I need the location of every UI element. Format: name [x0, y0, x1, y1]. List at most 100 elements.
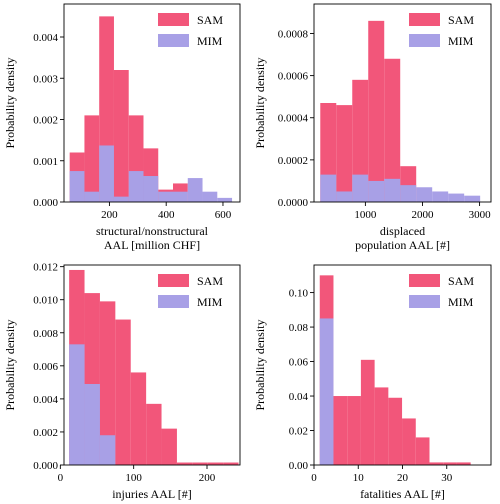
legend-label-mim: MIM	[197, 34, 223, 48]
mim-bar	[187, 178, 203, 202]
x-tick-label: 30	[441, 472, 453, 484]
legend-swatch-mim	[409, 295, 440, 308]
x-axis-label: injuries AAL [#]	[112, 487, 192, 501]
y-tick-label: 0.001	[33, 156, 58, 168]
x-axis-label: AAL [million CHF]	[104, 238, 200, 252]
mim-bar	[464, 195, 481, 202]
legend: SAM MIM	[158, 274, 223, 309]
legend-label-sam: SAM	[448, 13, 474, 27]
sam-bar	[360, 359, 375, 465]
mim-bar	[217, 197, 233, 202]
legend-label-mim: MIM	[448, 295, 474, 309]
y-tick-label: 0.002	[33, 115, 58, 127]
mim-bar	[368, 180, 385, 202]
legend: SAM MIM	[409, 13, 474, 48]
y-tick-label: 0.00	[289, 460, 309, 472]
sam-bar	[336, 105, 353, 202]
y-tick-label: 0.10	[289, 288, 309, 300]
mim-bar	[319, 318, 334, 465]
legend-swatch-sam	[158, 13, 189, 26]
y-axis-label: Probability density	[253, 320, 267, 411]
chart-panel-2: 0.0000 0.0002 0.0004 0.0006 0.0008 1000 2000 30…	[253, 3, 492, 252]
x-tick-label: 2000	[411, 209, 434, 221]
x-axis-label: displaced	[380, 224, 425, 238]
legend-swatch-sam	[409, 274, 440, 287]
sam-bar	[388, 397, 403, 465]
sam-bar	[443, 462, 457, 465]
y-axis-label: Probability density	[3, 58, 17, 149]
sam-bar	[176, 462, 193, 465]
y-tick-label: 0.0004	[278, 113, 309, 125]
legend-swatch-sam	[158, 274, 189, 287]
x-axis-label: fatalities AAL [#]	[360, 487, 445, 501]
y-tick-label: 0.0000	[278, 197, 309, 209]
legend-swatch-sam	[409, 13, 440, 26]
mim-bar	[84, 384, 100, 465]
x-tick-label: 0	[311, 472, 317, 484]
y-tick-label: 0.0006	[278, 71, 309, 83]
legend-label-sam: SAM	[197, 13, 223, 27]
x-tick-label: 600	[215, 209, 232, 221]
y-tick-label: 0.06	[289, 357, 309, 369]
sam-bar	[192, 462, 208, 465]
y-tick-label: 0.08	[289, 322, 309, 334]
mim-bar	[202, 191, 218, 202]
mim-bar	[99, 435, 116, 465]
legend-swatch-mim	[158, 34, 189, 47]
chart-panel-3: 0.000 0.002 0.004 0.006 0.008 0.010 0.012 0 100 2…	[3, 262, 241, 501]
x-tick-label: 200	[101, 209, 118, 221]
y-tick-label: 0.04	[289, 391, 309, 403]
y-tick-label: 0.0008	[278, 28, 309, 40]
y-tick-label: 0.006	[33, 361, 58, 373]
sam-bar	[429, 462, 444, 465]
sam-bar	[115, 319, 131, 465]
sam-bar	[368, 20, 385, 203]
x-tick-label: 1000	[354, 209, 377, 221]
x-axis-label: structural/nonstructural	[96, 224, 209, 238]
y-tick-label: 0.003	[33, 73, 58, 85]
y-tick-label: 0.012	[33, 262, 58, 274]
sam-bar	[352, 79, 369, 202]
legend-swatch-mim	[158, 295, 189, 308]
mim-bar	[99, 145, 114, 202]
mim-bar	[143, 176, 159, 202]
sam-bar	[84, 115, 100, 202]
mim-bar	[336, 191, 353, 202]
mim-bar	[352, 174, 369, 202]
sam-bar	[146, 403, 162, 465]
sam-bar	[113, 70, 129, 202]
chart-panel-4: 0.00 0.02 0.04 0.06 0.08 0.10 0 10 20 30 fatalitie…	[253, 264, 492, 501]
mim-bar	[416, 187, 433, 202]
y-tick-label: 0.000	[33, 197, 58, 209]
legend-swatch-mim	[409, 34, 440, 47]
mim-bar	[69, 344, 85, 465]
legend-label-sam: SAM	[448, 274, 474, 288]
x-tick-label: 3000	[469, 209, 492, 221]
sam-bar	[333, 396, 348, 465]
sam-bar	[347, 396, 361, 465]
y-axis-label: Probability density	[253, 58, 267, 149]
legend-label-sam: SAM	[197, 274, 223, 288]
sam-bar	[99, 301, 116, 465]
legend-label-mim: MIM	[197, 295, 223, 309]
x-tick-label: 10	[353, 472, 365, 484]
mim-bar	[158, 191, 174, 202]
axes-frame	[63, 264, 241, 466]
mim-bar	[84, 191, 100, 202]
sam-bar	[415, 437, 430, 465]
legend: SAM MIM	[158, 13, 223, 48]
axes-frame	[63, 3, 241, 203]
mim-bar	[173, 191, 188, 202]
sam-bar	[207, 462, 224, 465]
y-tick-label: 0.0002	[278, 155, 308, 167]
mim-bar	[69, 171, 85, 202]
x-tick-label: 20	[397, 472, 409, 484]
axes-frame	[313, 3, 492, 203]
x-tick-label: 100	[125, 472, 142, 484]
legend-label-mim: MIM	[448, 34, 474, 48]
x-axis-label: population AAL [#]	[355, 238, 450, 252]
sam-bar	[374, 387, 389, 465]
legend: SAM MIM	[409, 274, 474, 309]
y-tick-label: 0.02	[289, 426, 308, 438]
